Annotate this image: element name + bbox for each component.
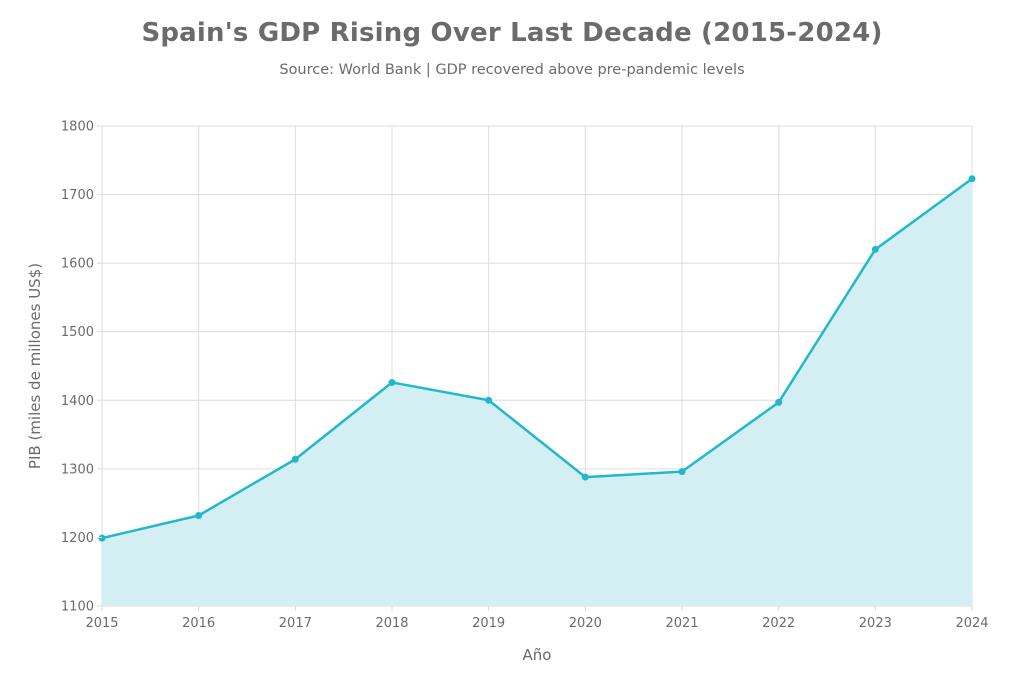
data-point-2020: [581, 473, 589, 481]
data-point-2015: [98, 534, 106, 542]
y-axis-ticks: 1100 1200 1300 1400 1500 1600 1700 1800: [61, 120, 102, 615]
chart-title: Spain's GDP Rising Over Last Decade (201…: [141, 18, 883, 48]
data-point-2021: [678, 468, 686, 476]
data-point-2018: [388, 378, 396, 386]
y-tick-label: 1300: [61, 462, 94, 477]
y-tick-label: 1800: [61, 120, 94, 135]
y-axis-title: PIB (miles de millones US$): [26, 263, 44, 469]
data-point-2022: [775, 398, 783, 406]
y-tick-label: 1500: [61, 325, 94, 340]
x-axis-title: Año: [523, 646, 552, 664]
data-point-2024: [968, 175, 976, 183]
area-fill: [102, 178, 972, 607]
x-tick-label: 2023: [859, 616, 892, 631]
x-tick-label: 2022: [762, 616, 795, 631]
y-tick-label: 1200: [61, 531, 94, 546]
series-line: [101, 177, 973, 540]
x-tick-label: 2017: [279, 616, 312, 631]
data-point-2017: [291, 455, 299, 463]
x-axis-ticks: 2015 2016 2017 2018 2019 2020 2021 2022 2023 2024: [85, 606, 989, 631]
x-tick-label: 2020: [569, 616, 602, 631]
y-tick-label: 1700: [61, 188, 94, 203]
x-tick-label: 2021: [665, 616, 698, 631]
x-tick-label: 2016: [182, 616, 215, 631]
y-tick-label: 1400: [61, 394, 94, 409]
x-tick-label: 2018: [375, 616, 408, 631]
x-tick-label: 2015: [85, 616, 118, 631]
y-tick-label: 1100: [61, 600, 94, 615]
chart-subtitle: Source: World Bank | GDP recovered above…: [279, 62, 745, 78]
data-points: [98, 175, 976, 542]
data-point-2016: [195, 511, 203, 519]
data-point-2019: [485, 396, 493, 404]
x-tick-label: 2024: [955, 616, 988, 631]
x-tick-label: 2019: [472, 616, 505, 631]
data-point-2023: [871, 245, 879, 253]
y-tick-label: 1600: [61, 257, 94, 272]
